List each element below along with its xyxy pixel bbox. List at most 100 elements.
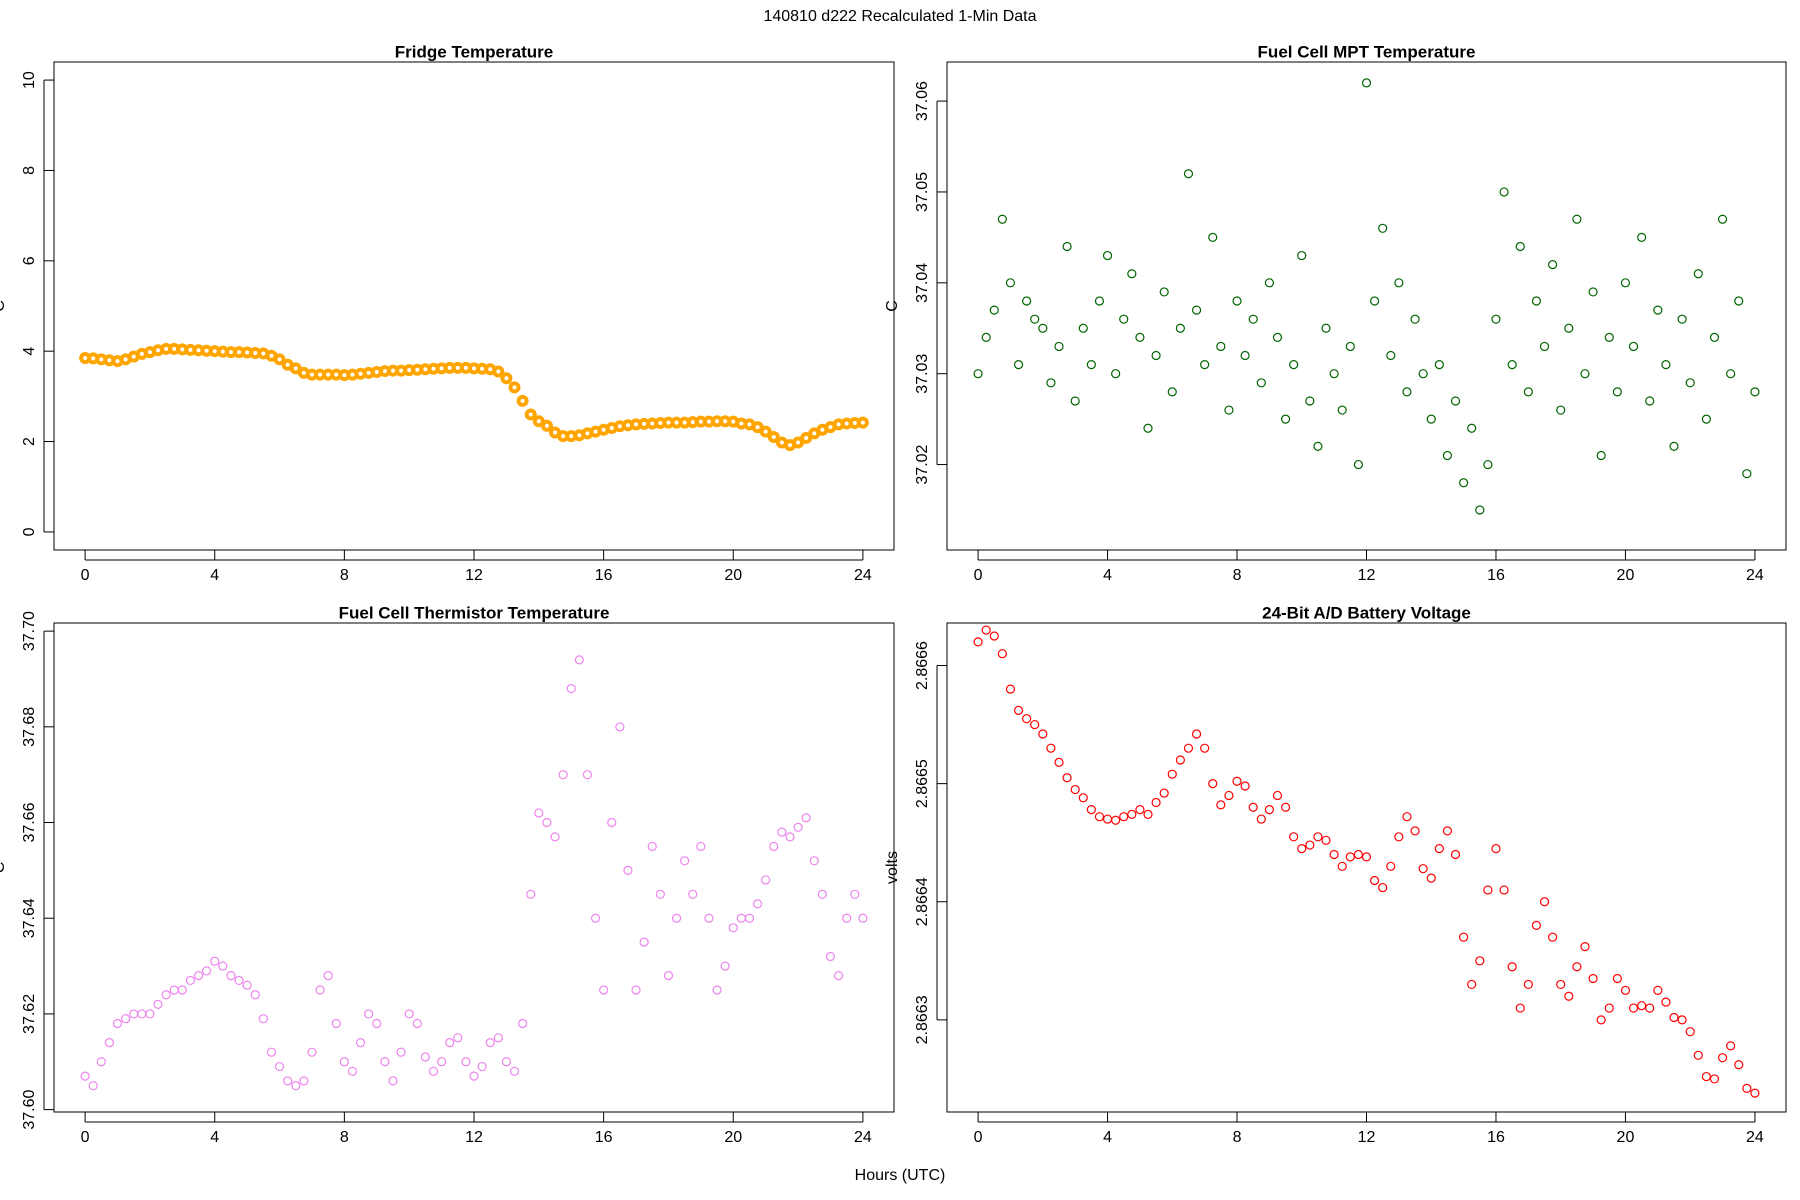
point (1620, 278, 1631, 288)
point (1467, 979, 1477, 990)
y-tick-label: 8 (21, 166, 38, 175)
point (492, 365, 505, 378)
point (1337, 861, 1347, 871)
y-tick-label: 37.02 (914, 444, 931, 484)
point (339, 1057, 349, 1067)
point (1094, 812, 1105, 822)
point (1361, 78, 1372, 88)
point (461, 1057, 471, 1067)
point (1272, 790, 1283, 801)
point (1280, 414, 1291, 424)
point (599, 985, 609, 995)
point (1062, 241, 1072, 252)
y-axis-label: C (0, 862, 8, 874)
panel-title: Fuel Cell MPT Temperature (1258, 42, 1476, 61)
point (1159, 287, 1169, 297)
y-tick-label: 37.04 (914, 263, 931, 303)
point (1361, 852, 1372, 862)
point (1669, 441, 1679, 452)
x-tick-label: 12 (465, 567, 483, 584)
point (1240, 781, 1250, 791)
point (1272, 332, 1283, 342)
point (355, 1038, 366, 1048)
point (767, 431, 780, 444)
point (1086, 360, 1096, 370)
point (518, 1018, 528, 1029)
point (1701, 414, 1711, 424)
point (1442, 826, 1453, 836)
point (1305, 396, 1315, 406)
point (1661, 997, 1671, 1007)
point (1232, 296, 1242, 306)
x-tick-label: 12 (1358, 1129, 1376, 1146)
point (508, 381, 521, 394)
point (1070, 784, 1080, 795)
point (1111, 815, 1121, 825)
point (1143, 423, 1153, 433)
point (1119, 314, 1129, 324)
point (1475, 505, 1485, 515)
point (1515, 1003, 1525, 1013)
point (1637, 232, 1647, 242)
point (1289, 360, 1299, 370)
point (1685, 1027, 1695, 1037)
point (1183, 743, 1194, 753)
point (153, 999, 163, 1009)
x-tick-label: 0 (81, 567, 90, 584)
x-tick-label: 24 (1746, 1129, 1764, 1146)
point (1588, 287, 1598, 297)
point (145, 1009, 155, 1019)
point (469, 1071, 479, 1081)
point (396, 1047, 406, 1057)
x-tick-label: 4 (210, 1129, 219, 1146)
point (1337, 405, 1347, 415)
point (1038, 729, 1048, 739)
point (1620, 985, 1631, 995)
point (744, 913, 755, 923)
y-tick-label: 37.66 (21, 802, 38, 842)
point (1216, 800, 1226, 810)
point (1046, 378, 1056, 388)
point (1402, 387, 1412, 397)
point (453, 1033, 463, 1043)
point (1693, 269, 1703, 279)
point (1539, 341, 1550, 352)
point (436, 1057, 447, 1067)
point (833, 971, 844, 981)
y-tick-label: 2.8663 (914, 995, 931, 1044)
y-tick-label: 6 (21, 256, 38, 265)
point (973, 637, 983, 647)
point (1426, 873, 1436, 883)
point (1548, 260, 1558, 270)
x-tick-label: 16 (1487, 1129, 1505, 1146)
point (1208, 232, 1218, 242)
point (1515, 241, 1525, 252)
point (542, 817, 552, 828)
point (1434, 360, 1444, 370)
point (688, 889, 698, 899)
point (331, 1018, 341, 1029)
point (825, 951, 836, 962)
y-axis-label: C (884, 300, 901, 312)
point (1410, 826, 1420, 836)
point (623, 865, 633, 875)
point (1030, 314, 1040, 324)
point (129, 1009, 139, 1019)
point (704, 913, 714, 923)
x-tick-label: 12 (465, 1129, 483, 1146)
x-tick-label: 24 (854, 567, 872, 584)
x-tick-label: 8 (1233, 567, 1242, 584)
point (1280, 802, 1291, 812)
point (1734, 296, 1744, 306)
point (856, 416, 869, 429)
y-tick-label: 37.06 (914, 81, 931, 121)
point (1426, 414, 1436, 424)
point (655, 889, 665, 899)
x-tick-label: 4 (1103, 567, 1112, 584)
point (509, 1066, 520, 1076)
point (1224, 790, 1234, 801)
point (283, 1076, 293, 1086)
point (534, 808, 544, 818)
